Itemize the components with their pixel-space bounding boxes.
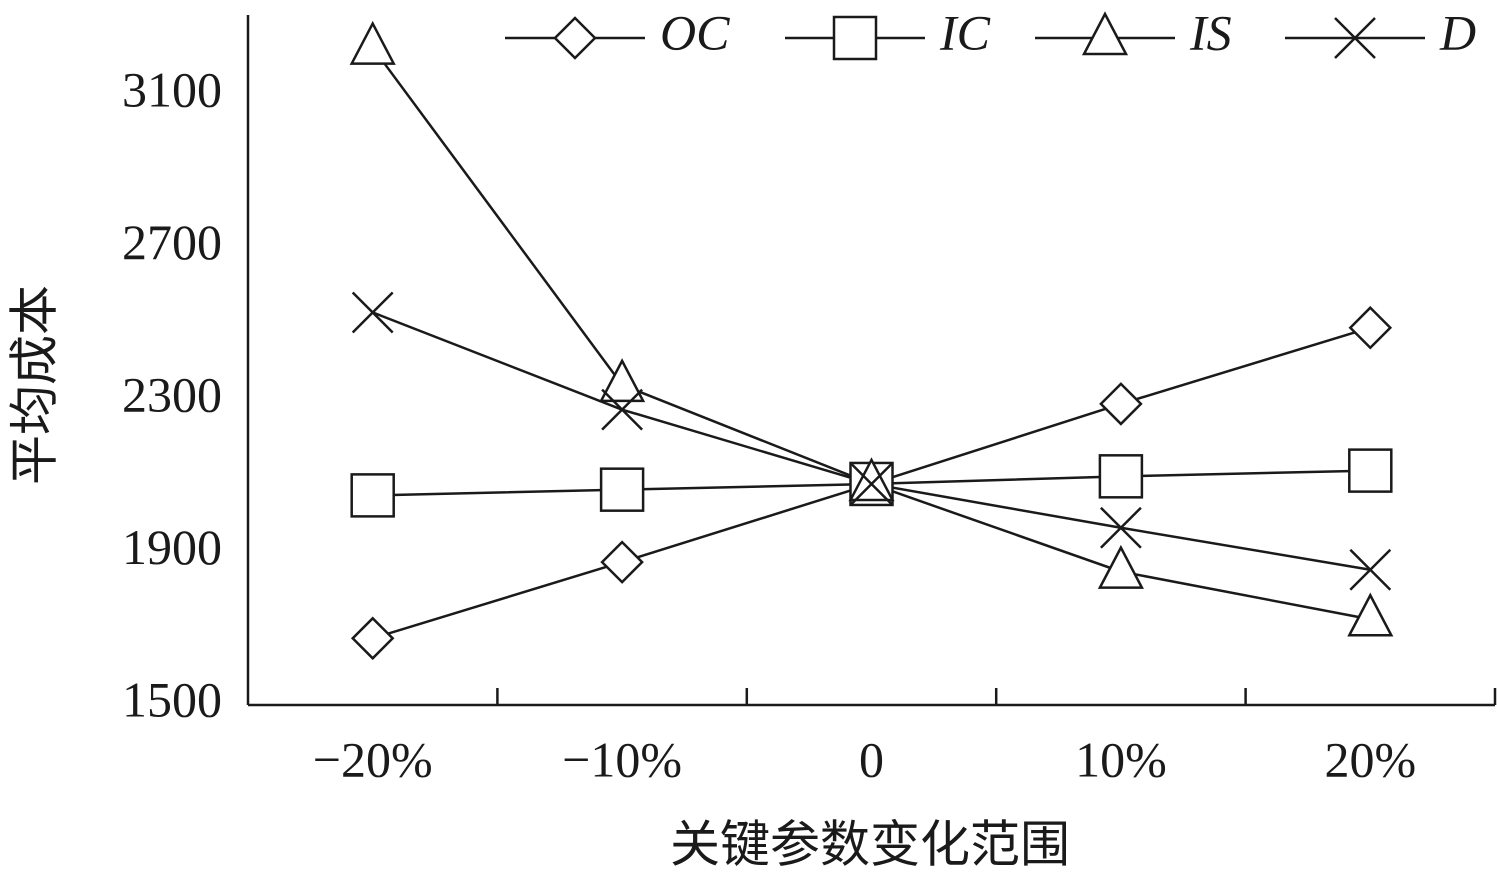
marker [351, 291, 394, 334]
y-tick-label: 2700 [122, 214, 222, 270]
y-tick-label: 2300 [122, 367, 222, 423]
legend-marker [1334, 17, 1376, 59]
x-tick-label: 10% [1075, 731, 1167, 787]
marker [350, 473, 395, 518]
y-tick-label: 1500 [122, 671, 222, 727]
marker [1348, 448, 1393, 493]
marker [1097, 544, 1144, 589]
legend-marker [832, 15, 878, 61]
marker [599, 358, 646, 403]
legend-marker [553, 16, 597, 60]
marker [1349, 548, 1392, 591]
legend-label: D [1439, 4, 1476, 60]
marker [349, 20, 396, 65]
x-axis-label: 关键参数变化范围 [670, 816, 1070, 872]
marker [599, 467, 645, 512]
y-tick-label: 3100 [122, 62, 222, 118]
marker [848, 457, 895, 502]
marker [1099, 382, 1143, 426]
y-axis-label: 平均成本 [6, 285, 62, 485]
marker [1098, 454, 1144, 499]
marker [1348, 305, 1393, 350]
legend-marker [1081, 11, 1129, 56]
y-tick-label: 1900 [122, 519, 222, 575]
x-tick-label: 20% [1324, 731, 1416, 787]
series-line [371, 46, 1371, 621]
x-tick-label: 0 [859, 731, 884, 787]
x-tick-label: −10% [562, 731, 682, 787]
series-line [372, 311, 1371, 571]
legend-label: OC [660, 4, 730, 60]
marker [601, 388, 643, 431]
marker [350, 616, 395, 661]
marker [1347, 592, 1394, 637]
marker [1100, 506, 1142, 549]
marker [600, 540, 644, 584]
legend-label: IS [1189, 4, 1232, 60]
legend-label: IC [939, 4, 991, 60]
marker [850, 463, 893, 505]
x-tick-label: −20% [313, 731, 433, 787]
